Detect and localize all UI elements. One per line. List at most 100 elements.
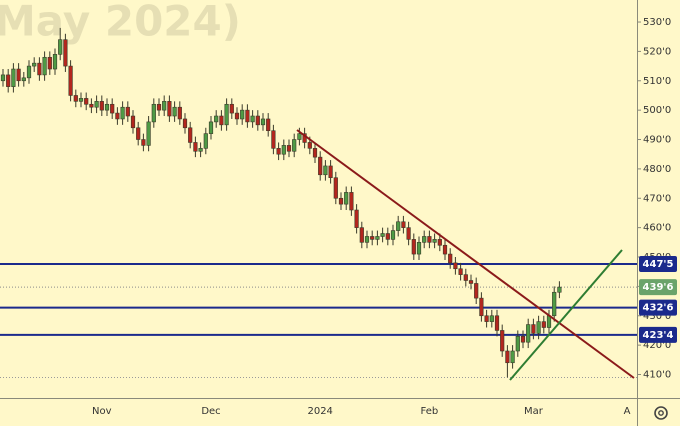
candle-body — [172, 106, 177, 117]
candle-body — [177, 106, 182, 120]
level-label-box — [639, 299, 677, 316]
candle-body — [0, 74, 6, 82]
candle-body — [552, 291, 557, 317]
candle-body — [432, 239, 437, 243]
level-label: 447'5 — [643, 259, 674, 270]
candle-body — [84, 98, 89, 105]
settings-icon[interactable] — [654, 406, 668, 420]
candle-body — [297, 133, 302, 140]
candle-body — [318, 156, 323, 176]
candle-body — [167, 101, 172, 117]
gear-ring — [654, 406, 668, 420]
level-label-box — [639, 326, 677, 343]
candle-body — [37, 62, 42, 76]
x-tick-label: 2024 — [307, 406, 332, 417]
candle-body — [364, 236, 370, 243]
candle-body — [42, 56, 47, 76]
candle-body — [156, 103, 162, 111]
y-tick-label: 520'0 — [643, 46, 671, 57]
candle-body — [162, 101, 167, 111]
y-tick-label: 480'0 — [643, 164, 671, 175]
candle-body — [385, 233, 390, 240]
candle-body — [47, 56, 52, 70]
candle-body — [510, 350, 515, 364]
candle-body — [104, 103, 110, 111]
candle-body — [229, 103, 234, 114]
candle-body — [21, 77, 26, 82]
candle-body — [468, 280, 474, 284]
candle-body — [250, 115, 255, 123]
candle-body — [125, 106, 130, 117]
y-tick-label: 430'0 — [643, 311, 671, 322]
candle-body — [494, 315, 500, 331]
y-tick-label: 470'0 — [643, 193, 671, 204]
candle-body — [526, 324, 531, 343]
y-tick-label: 500'0 — [643, 105, 671, 116]
candle-body — [276, 148, 281, 155]
candle-body — [333, 177, 338, 199]
x-tick-label: Nov — [92, 406, 112, 417]
candle-body — [78, 98, 84, 102]
candle-body — [16, 68, 21, 82]
candle-body — [188, 127, 193, 143]
candle-body — [541, 321, 546, 328]
candle-body — [520, 336, 526, 343]
candle-body — [437, 239, 442, 246]
candle-body — [448, 253, 453, 264]
candle-body — [354, 209, 359, 228]
candle-body — [245, 109, 250, 123]
candle-body — [115, 112, 120, 120]
candle-body — [344, 192, 349, 205]
candle-body — [32, 62, 37, 67]
candle-body — [151, 103, 156, 123]
candle-body — [193, 142, 198, 152]
last-price-box — [639, 279, 677, 296]
candle-body — [224, 103, 229, 126]
candle-body — [219, 115, 224, 126]
candle-body — [458, 268, 463, 275]
candle-body — [359, 227, 364, 243]
candle-body — [182, 118, 188, 129]
candle-body — [6, 74, 11, 87]
candle-body — [281, 145, 286, 155]
watermark: May 2024) — [0, 0, 241, 46]
candle-body — [271, 130, 276, 149]
candle-body — [474, 283, 479, 299]
candle-body — [68, 65, 73, 96]
candle-body — [312, 148, 318, 158]
y-tick-label: 490'0 — [643, 135, 671, 146]
candle-body — [515, 336, 520, 352]
candle-body — [479, 297, 484, 317]
candle-body — [411, 239, 416, 255]
candle-body — [489, 315, 494, 322]
gear-center — [658, 410, 664, 416]
candle-body — [463, 274, 468, 281]
x-tick-label: Mar — [524, 406, 544, 417]
y-tick-label: 420'0 — [643, 340, 671, 351]
candle-body — [422, 236, 427, 243]
x-tick-label: A — [624, 406, 631, 417]
candle-body — [214, 115, 219, 123]
candle-body — [52, 54, 58, 70]
candle-body — [375, 236, 380, 240]
candle-body — [130, 115, 136, 129]
candle-body — [442, 244, 448, 255]
level-label: 432'6 — [643, 303, 674, 314]
x-tick-label: Feb — [421, 406, 439, 417]
candle-body — [536, 321, 541, 334]
candle-body — [234, 112, 240, 120]
candle-body — [136, 127, 141, 140]
candle-body — [141, 139, 146, 146]
candle-body — [401, 221, 406, 228]
candle-body — [203, 133, 208, 149]
candle-body — [390, 230, 396, 240]
y-tick-label: 530'0 — [643, 17, 671, 28]
candle-body — [557, 286, 562, 293]
candle-body — [323, 165, 328, 176]
candle-body — [99, 101, 104, 111]
candle-body — [307, 142, 312, 149]
candle-body — [63, 39, 68, 67]
candle-body — [292, 139, 297, 152]
